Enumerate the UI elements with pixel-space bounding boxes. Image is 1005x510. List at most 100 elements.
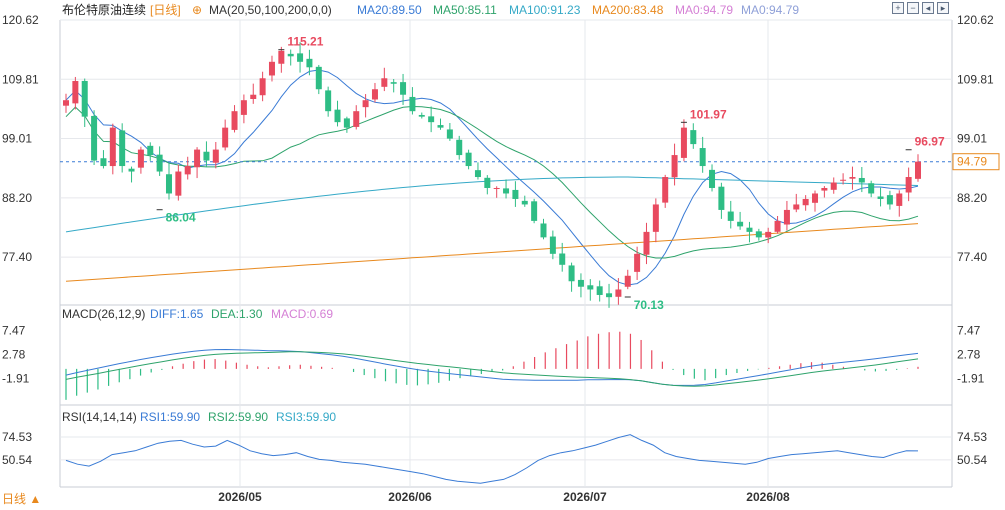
rsi-tick-left: 74.53	[2, 430, 32, 444]
price-tick-right: 99.01	[957, 132, 987, 146]
price-tick-right: 120.62	[957, 13, 994, 27]
rsi-tick-left: 50.54	[2, 453, 32, 467]
candle-body	[615, 289, 622, 297]
candle-body	[774, 220, 781, 232]
candle-body	[493, 187, 500, 189]
candle-body	[559, 253, 566, 265]
candle-body	[222, 127, 229, 148]
candle-body	[231, 111, 238, 130]
price-tick-left: 77.40	[2, 250, 32, 264]
candle-body	[886, 195, 893, 205]
candle-body	[737, 221, 744, 227]
annotation-label: 86.04	[166, 211, 196, 225]
candle-body	[840, 179, 847, 181]
candle-body	[830, 182, 837, 190]
candle-body	[849, 177, 856, 179]
price-tick-right: 109.81	[957, 72, 994, 86]
candle-body	[503, 188, 510, 194]
annotation-label: 115.21	[287, 35, 323, 49]
ma0b-value: MA0:94.79	[741, 3, 799, 17]
candle-body	[437, 125, 444, 128]
candle-body	[381, 78, 388, 87]
candle-body	[465, 152, 472, 167]
rsi-line	[65, 434, 919, 484]
candle-body	[400, 82, 407, 95]
candle-body	[474, 170, 481, 178]
candle-body	[278, 50, 285, 64]
candle-body	[175, 171, 182, 196]
macd-tick-left: 2.78	[2, 348, 26, 362]
candle-body	[718, 186, 725, 210]
candle-body	[156, 154, 163, 172]
candle-body	[165, 174, 172, 194]
rsi-label: RSI(14,14,14)	[62, 410, 137, 424]
moving-average-lines: 94.79	[60, 69, 1000, 286]
candle-body	[905, 177, 912, 193]
time-tick-label: 2026/05	[218, 490, 262, 504]
candle-body	[634, 253, 641, 272]
settings-icon[interactable]: ⊕	[192, 3, 202, 17]
candle-body	[727, 211, 734, 221]
zoom-out-icon[interactable]: −	[907, 2, 919, 14]
ma200-line	[65, 223, 919, 282]
candle-body	[418, 114, 425, 117]
time-tick-label: 2026/06	[388, 490, 432, 504]
rsi2-value: RSI2:59.90	[208, 410, 268, 424]
price-tick-left: 109.81	[2, 72, 39, 86]
candle-body	[100, 158, 107, 167]
candle-body	[297, 53, 304, 62]
candle-body	[81, 80, 88, 117]
ma20-value: MA20:89.50	[357, 3, 422, 17]
candle-body	[802, 198, 809, 206]
rsi1-value: RSI1:59.90	[140, 410, 200, 424]
annotation-label: 101.97	[690, 107, 727, 121]
price-tick-left: 120.62	[2, 13, 39, 27]
candle-body	[456, 139, 463, 156]
price-tick-right: 88.20	[957, 191, 987, 205]
macd-dea-value: DEA:1.30	[211, 307, 263, 321]
ma100-value: MA100:91.23	[509, 3, 581, 17]
macd-tick-right: 7.47	[957, 323, 981, 337]
move-left-icon[interactable]: ◂	[922, 2, 934, 14]
candle-body	[709, 169, 716, 188]
candle-body	[109, 127, 116, 167]
move-right-icon[interactable]: ▸	[937, 2, 949, 14]
candle-body	[390, 82, 397, 84]
candle-body	[662, 177, 669, 203]
candle-body	[91, 115, 98, 161]
candle-body	[868, 183, 875, 194]
candle-body	[409, 96, 416, 112]
period-button[interactable]: 日线 ▲	[2, 492, 41, 506]
candle-body	[137, 149, 144, 168]
candle-body	[306, 58, 313, 68]
candle-body	[549, 236, 556, 254]
macd-label: MACD(26,12,9)	[62, 307, 145, 321]
candle-body	[793, 204, 800, 210]
candle-body	[699, 148, 706, 167]
candle-body	[596, 286, 603, 295]
rsi-tick-right: 50.54	[957, 453, 987, 467]
candle-body	[268, 61, 275, 76]
zoom-in-icon[interactable]: +	[892, 2, 904, 14]
candle-body	[652, 204, 659, 232]
ma20-line	[65, 69, 919, 286]
rsi-series	[65, 434, 919, 484]
ma-label: MA(20,50,100,200,0,0)	[209, 3, 332, 17]
candle-body	[680, 127, 687, 158]
current-price-tag	[952, 153, 1000, 171]
candle-body	[643, 231, 650, 255]
ma200-value: MA200:83.48	[592, 3, 664, 17]
candle-body	[128, 168, 135, 172]
candle-body	[72, 81, 79, 104]
candle-body	[540, 223, 547, 238]
macd-diff-line	[65, 348, 919, 386]
ma0a-value: MA0:94.79	[675, 3, 733, 17]
price-tick-left: 99.01	[2, 132, 32, 146]
candle-body	[343, 118, 350, 128]
ma50-line	[65, 105, 919, 259]
candle-body	[259, 78, 266, 96]
candle-body	[287, 53, 294, 57]
candle-body	[521, 200, 528, 205]
candle-body	[250, 94, 257, 99]
macd-tick-left: 7.47	[2, 323, 26, 337]
